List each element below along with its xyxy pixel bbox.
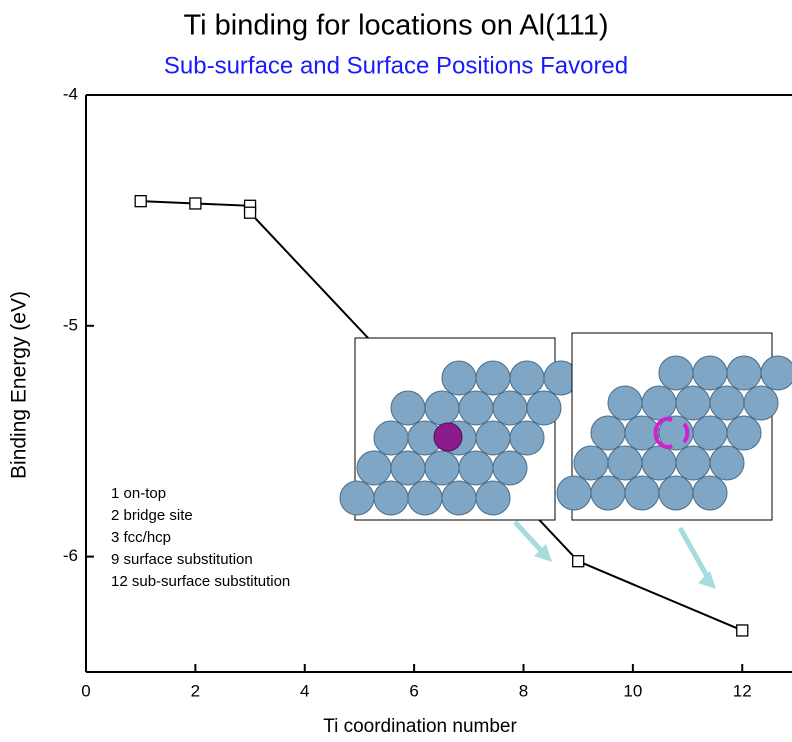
atom [407,480,443,516]
x-tick-label: 12 [733,681,752,700]
chart-title: Ti binding for locations on Al(111) [183,10,608,42]
atom [475,420,511,456]
atom [726,355,762,391]
atom [475,480,511,516]
atom [607,445,643,481]
atom [509,420,545,456]
atom [475,360,511,396]
atom [641,385,677,421]
annotation: 3 fcc/hcp [111,529,171,546]
atom [373,420,409,456]
annotation: 9 surface substitution [111,551,253,568]
x-tick-label: 8 [519,681,528,700]
data-point [736,624,749,637]
atom [658,355,694,391]
atom [390,390,426,426]
annotation: 1 on-top [111,485,166,502]
atom [458,390,494,426]
data-point [134,195,147,208]
arrow-head [698,571,716,589]
atom [424,450,460,486]
x-tick-label: 4 [300,681,309,700]
atom [726,415,762,451]
annotation: 2 bridge site [111,507,193,524]
ti-atom [433,422,463,452]
atom [692,475,728,511]
atom [356,450,392,486]
atom [760,355,792,391]
x-tick-label: 2 [191,681,200,700]
y-tick-label: -6 [63,546,78,565]
chart-subtitle: Sub-surface and Surface Positions Favore… [164,52,628,79]
data-point [572,555,585,568]
atom [339,480,375,516]
atom [492,390,528,426]
atom [709,445,745,481]
atom [441,360,477,396]
x-tick-label: 10 [623,681,642,700]
annotation: 12 sub-surface substitution [111,573,290,590]
atom [509,360,545,396]
ti-site [653,417,690,449]
atom [692,355,728,391]
arrow-head [534,544,552,562]
atom [390,450,426,486]
atom [641,445,677,481]
atom [743,385,779,421]
atom [441,480,477,516]
y-tick-label: -5 [63,315,78,334]
y-tick-label: -4 [63,84,78,103]
atom [709,385,745,421]
atom [458,450,494,486]
atom [492,450,528,486]
atom [573,445,609,481]
atom [692,415,728,451]
x-tick-label: 0 [81,681,90,700]
atom [607,385,643,421]
data-point [243,206,257,219]
data-point [189,197,202,210]
x-axis-label: Ti coordination number [323,716,517,737]
y-axis-label: Binding Energy (eV) [8,291,31,479]
x-tick-label: 6 [409,681,418,700]
atom [590,415,626,451]
atom [624,475,660,511]
atom [675,445,711,481]
atom [658,475,694,511]
atom [424,390,460,426]
atom [590,475,626,511]
atom [526,390,562,426]
atom [675,385,711,421]
atom [556,475,592,511]
atom [373,480,409,516]
